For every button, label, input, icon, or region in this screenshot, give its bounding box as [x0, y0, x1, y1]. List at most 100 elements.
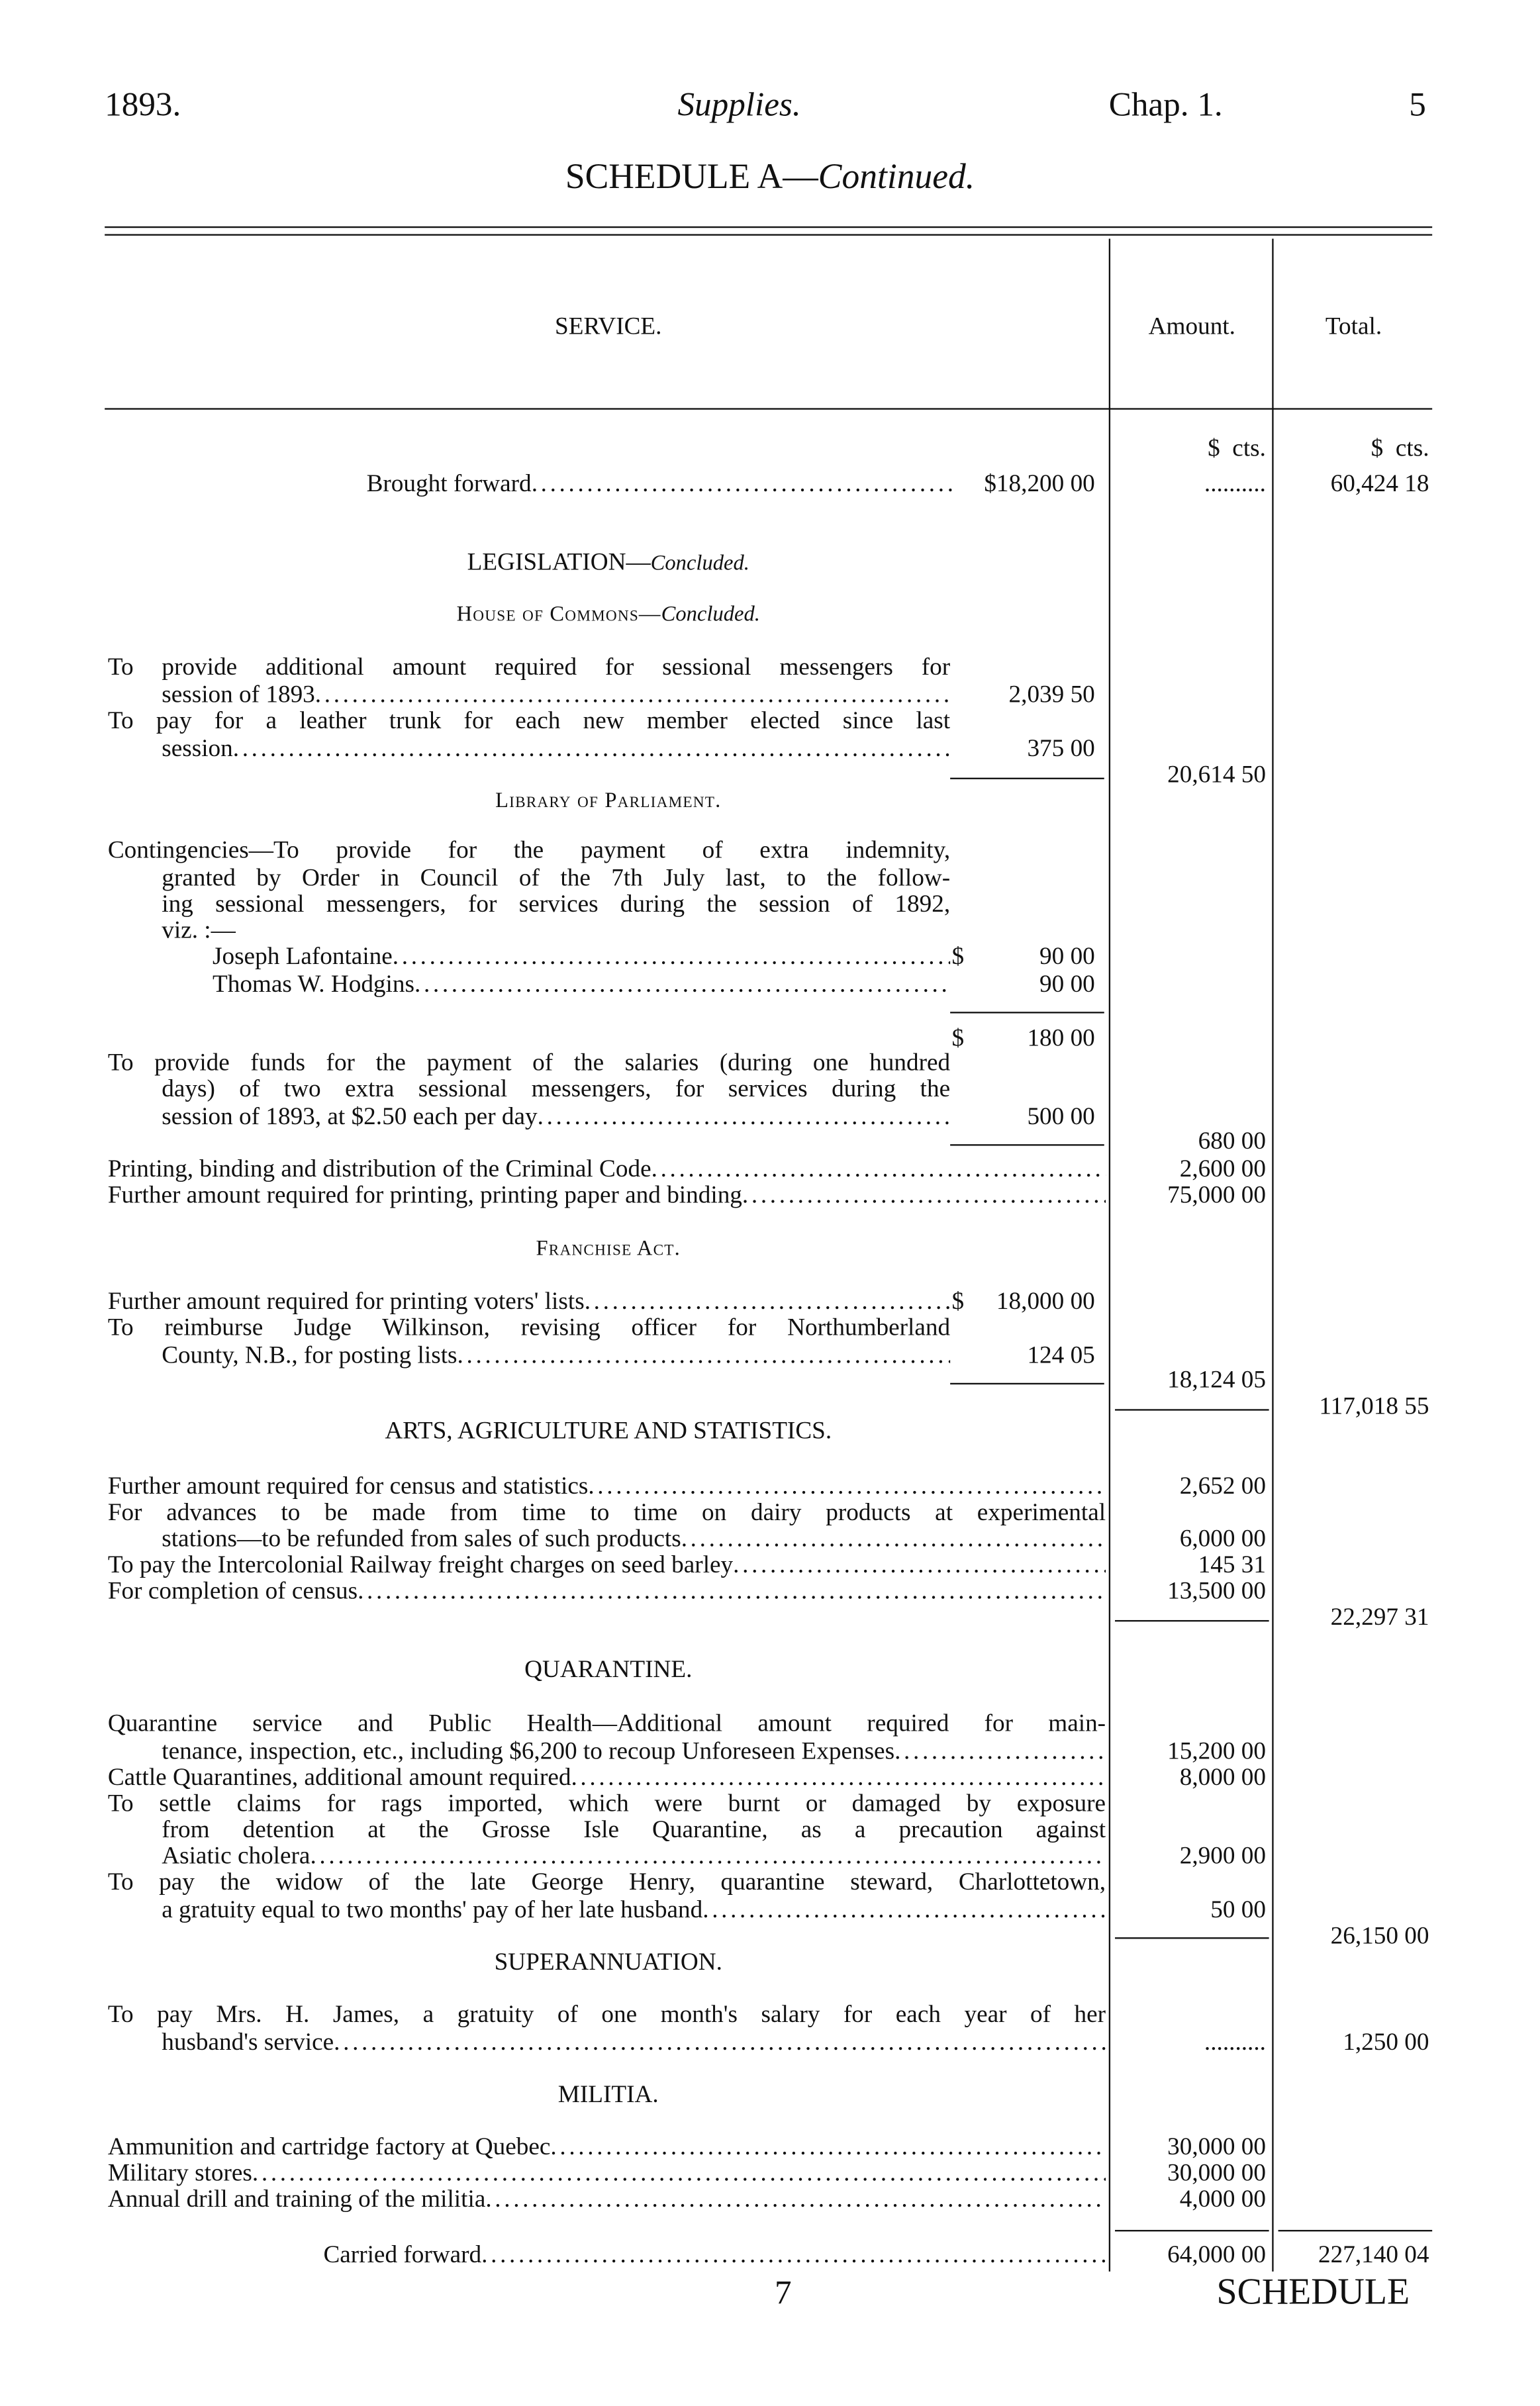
amount-rule: [1115, 1409, 1269, 1411]
sub-rule: [950, 1382, 1104, 1385]
payee-name: Joseph Lafontaine: [213, 944, 950, 971]
item-text: Contingencies—To provide for the payment…: [107, 838, 951, 864]
subheading-library-of-parliament: Library of Parliament.: [495, 790, 722, 814]
total-column-divider: [1272, 238, 1274, 2272]
item-amount: 75,000 00: [1167, 1182, 1266, 1209]
item-text: For advances to be made from time to tim…: [107, 1500, 1106, 1527]
item-amount: 50 00: [1210, 1897, 1266, 1924]
item-text: Further amount required for printing vot…: [108, 1289, 950, 1316]
amount-rule: [1115, 1937, 1269, 1939]
item-text: County, N.B., for posting lists: [162, 1343, 950, 1369]
total-units: $ cts.: [1278, 436, 1429, 462]
item-sub-amount: 90 00: [1039, 943, 1095, 971]
item-text: session: [162, 736, 950, 763]
item-text: Military stores: [108, 2160, 1106, 2187]
total-rule: [1278, 2230, 1433, 2232]
item-text: viz. :—: [162, 918, 236, 944]
item-amount: 4,000 00: [1179, 2186, 1266, 2213]
column-header-total: Total.: [1325, 314, 1382, 341]
item-amount: 15,200 00: [1167, 1739, 1266, 1765]
schedule-title-italic: Continued.: [818, 157, 975, 196]
item-text: To provide funds for the payment of the …: [107, 1050, 951, 1077]
payee-name: Thomas W. Hodgins: [213, 972, 950, 998]
item-text: ing sessional messengers, for services d…: [162, 891, 951, 918]
item-sub-amount: 375 00: [1027, 736, 1095, 763]
item-text: tenance, inspection, etc., including $6,…: [162, 1739, 1106, 1765]
section-heading-militia: MILITIA.: [557, 2082, 659, 2109]
item-amount: 30,000 00: [1167, 2160, 1266, 2187]
arts-total: 22,297 31: [1330, 1604, 1429, 1631]
running-head-chapter: Chap. 1.: [1108, 84, 1223, 124]
carried-forward-amount: 64,000 00: [1167, 2242, 1266, 2269]
item-text: Printing, binding and distribution of th…: [108, 1157, 1106, 1183]
item-text: granted by Order in Council of the 7th J…: [162, 865, 951, 892]
item-text: To provide additional amount required fo…: [107, 654, 951, 681]
sub-rule: [950, 1144, 1104, 1146]
item-text: To pay for a leather trunk for each new …: [107, 708, 951, 735]
superannuation-total: 1,250 00: [1343, 2029, 1429, 2056]
legislation-total: 117,018 55: [1319, 1394, 1429, 1420]
dollar-sign: $: [1371, 436, 1384, 462]
top-double-rule: [105, 226, 1433, 228]
item-text: To settle claims for rags imported, whic…: [107, 1791, 1106, 1817]
item-amount: 2,900 00: [1179, 1843, 1266, 1870]
section-heading-superannuation: SUPERANNUATION.: [494, 1949, 722, 1976]
section-heading-legislation: LEGISLATION—Concluded.: [467, 550, 749, 576]
brought-forward-amount: ..........: [1204, 471, 1266, 498]
carried-forward-total: 227,140 04: [1318, 2242, 1429, 2269]
item-sub-amount: 500 00: [1027, 1104, 1095, 1131]
section-heading-quarantine: QUARANTINE.: [524, 1657, 693, 1684]
running-head-title: Supplies.: [677, 84, 801, 124]
sub-rule: [950, 777, 1104, 779]
signature-mark: 7: [774, 2273, 792, 2312]
item-text: Asiatic cholera: [162, 1843, 1106, 1870]
section-heading-arts: ARTS, AGRICULTURE AND STATISTICS.: [385, 1418, 832, 1445]
item-sub-amount: 124 05: [1027, 1343, 1095, 1369]
item-text: For completion of census: [108, 1578, 1106, 1605]
item-amount: 8,000 00: [1179, 1764, 1266, 1792]
amount-column-divider: [1108, 238, 1111, 2272]
item-text: To pay the Intercolonial Railway freight…: [108, 1553, 1106, 1579]
brought-forward-sub: $18,200 00: [984, 471, 1095, 498]
item-text: session of 1893, at $2.50 each per day: [162, 1104, 950, 1131]
column-header-amount: Amount.: [1148, 314, 1235, 341]
item-text: from detention at the Grosse Isle Quaran…: [162, 1817, 1106, 1844]
item-sub-amount: 18,000 00: [996, 1288, 1095, 1316]
item-amount: 145 31: [1198, 1552, 1266, 1579]
house-of-commons-amount: 20,614 50: [1167, 762, 1266, 789]
top-double-rule-2: [105, 234, 1433, 236]
item-amount: ..........: [1204, 2029, 1266, 2056]
carried-forward-label: Carried forward: [323, 2242, 1106, 2269]
item-text: session of 1893: [162, 682, 950, 708]
dollar-sign: $: [951, 943, 965, 971]
quarantine-total: 26,150 00: [1330, 1923, 1429, 1950]
item-text: Cattle Quarantines, additional amount re…: [108, 1765, 1106, 1792]
running-head-year: 1893.: [105, 84, 181, 124]
cents-label: cts.: [1232, 436, 1266, 462]
item-text: To pay Mrs. H. James, a gratuity of one …: [107, 2001, 1106, 2029]
dollar-sign: $: [951, 1026, 965, 1052]
page-number: 5: [1409, 84, 1426, 124]
contingencies-subtotal: 180 00: [1027, 1026, 1095, 1052]
item-amount: 2,652 00: [1179, 1473, 1266, 1500]
cents-label: cts.: [1395, 436, 1429, 462]
catchword: SCHEDULE: [1216, 2273, 1410, 2313]
item-text: Ammunition and cartridge factory at Queb…: [108, 2135, 1106, 2161]
dollar-sign: $: [951, 1288, 965, 1316]
item-text: Further amount required for printing, pr…: [108, 1182, 1106, 1209]
sub-rule: [950, 1012, 1104, 1014]
schedule-title: SCHEDULE A—Continued.: [108, 157, 1432, 197]
item-text: To pay the widow of the late George Henr…: [107, 1869, 1106, 1896]
item-amount: 2,600 00: [1179, 1156, 1266, 1183]
schedule-title-main: SCHEDULE A—: [565, 157, 818, 196]
brought-forward-total: 60,424 18: [1330, 471, 1429, 498]
item-text: To reimburse Judge Wilkinson, revising o…: [107, 1315, 951, 1341]
library-amount: 680 00: [1198, 1128, 1266, 1155]
item-amount: 6,000 00: [1179, 1526, 1266, 1553]
column-header-service: SERVICE.: [555, 314, 662, 341]
dollar-sign: $: [1208, 436, 1220, 462]
amount-rule: [1115, 1619, 1269, 1622]
item-text: Annual drill and training of the militia: [108, 2187, 1106, 2213]
item-text: Further amount required for census and s…: [108, 1474, 1106, 1500]
